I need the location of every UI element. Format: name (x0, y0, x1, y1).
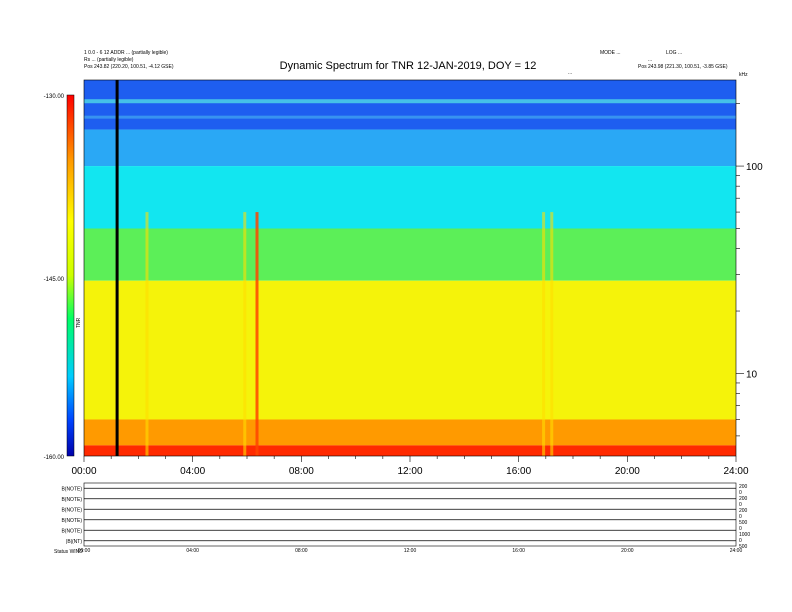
bottom-footer-label: Status WIND (54, 549, 83, 555)
bottom-panel-label-1: B(NOTE) (61, 497, 82, 503)
bottom-time-label-3: 12:00 (404, 548, 417, 554)
bottom-panel-right-label-4: 200 (739, 508, 748, 514)
spectrum-band-4 (84, 280, 736, 420)
bottom-panel-right-label-9: 0 (739, 538, 742, 544)
bottom-time-label-1: 04:00 (186, 548, 199, 554)
bottom-time-label-0: 00:00 (78, 548, 91, 554)
time-axis: 00:00 04:00 08:00 12:00 16:00 20:00 24:00 (71, 456, 749, 477)
mid-label: ... (568, 70, 572, 76)
bottom-panel-label-2: B(NOTE) (61, 507, 82, 513)
colorbar (66, 94, 75, 457)
burst-0 (255, 212, 259, 456)
burst-1 (550, 212, 554, 456)
colorbar-label-bottom: -160.00 (44, 455, 65, 461)
frequency-unit-label: kHz (739, 72, 748, 78)
header-right-line-4: Pos 243.98 (221.30, 100.51, -3.85 GSE) (638, 64, 728, 70)
header-right-line-3: ... (648, 57, 652, 63)
time-tick-label-0: 00:00 (71, 466, 96, 477)
header-right-line-2: LOG ... (666, 50, 682, 56)
bottom-panel-label-0: B(NOTE) (61, 486, 82, 492)
chart-title: Dynamic Spectrum for TNR 12-JAN-2019, DO… (280, 60, 537, 72)
time-tick-label-6: 24:00 (723, 466, 748, 477)
time-tick-label-3: 12:00 (397, 466, 422, 477)
spectrum-band-0 (84, 80, 736, 130)
bottom-time-label-6: 24:00 (730, 548, 743, 554)
burst-4 (145, 212, 149, 456)
bottom-panel-right-label-1: 0 (739, 490, 742, 496)
bottom-time-label-4: 16:00 (512, 548, 525, 554)
bottom-panel-label-4: B(NOTE) (61, 528, 82, 534)
data-gap-line (115, 80, 119, 456)
spectrogram-panel (84, 80, 736, 456)
bottom-panel-right-label-6: 500 (739, 520, 748, 526)
bottom-panel-right-label-0: 200 (739, 484, 748, 490)
header-left-line-3: Pos 243.82 (220.20, 100.51, -4.12 GSE) (84, 64, 174, 70)
spectrum-band-1 (84, 129, 736, 167)
bottom-panel-frame (83, 482, 737, 547)
spectrum-stripe-1 (84, 115, 736, 119)
burst-3 (243, 212, 247, 456)
spectrum-band-5 (84, 419, 736, 446)
header-left-line-1: 1 0.0 - 6 12 ADDR ... (partially legible… (84, 50, 168, 56)
bottom-panel-right-label-8: 1000 (739, 532, 750, 538)
spectrum-band-3 (84, 228, 736, 281)
bottom-panel-right-label-3: 0 (739, 502, 742, 508)
colorbar-side-label: TNR (76, 317, 82, 328)
spectrum-stripe-0 (84, 99, 736, 104)
bottom-panel-right-label-10: 500 (739, 544, 748, 550)
bottom-time-label-2: 08:00 (295, 548, 308, 554)
time-tick-label-1: 04:00 (180, 466, 205, 477)
spectrum-band-2 (84, 166, 736, 229)
time-tick-label-5: 20:00 (615, 466, 640, 477)
frequency-tick-label-0: 100 (746, 162, 763, 173)
colorbar-label-top: -130.00 (44, 94, 65, 100)
frequency-tick-label-1: 10 (746, 369, 758, 380)
bottom-time-label-5: 20:00 (621, 548, 634, 554)
bottom-panel-label-5: |B|(NT) (66, 539, 82, 545)
time-tick-label-4: 16:00 (506, 466, 531, 477)
spectrum-band-6 (84, 445, 736, 456)
bottom-panel-right-label-7: 0 (739, 526, 742, 532)
bottom-panel-label-3: B(NOTE) (61, 518, 82, 524)
bottom-panels: B(NOTE) B(NOTE) B(NOTE) B(NOTE) B(NOTE) |B|(N… (61, 482, 750, 554)
colorbar-label-mid: -145.00 (44, 277, 65, 283)
header-right-line-1: MODE ... (600, 50, 621, 56)
time-tick-label-2: 08:00 (289, 466, 314, 477)
bottom-panel-right-label-2: 200 (739, 496, 748, 502)
bottom-panel-right-label-5: 0 (739, 514, 742, 520)
burst-2 (542, 212, 546, 456)
header-left-line-2: Rs ... (partially legible) (84, 57, 134, 63)
frequency-axis: 100 10 (736, 103, 763, 437)
